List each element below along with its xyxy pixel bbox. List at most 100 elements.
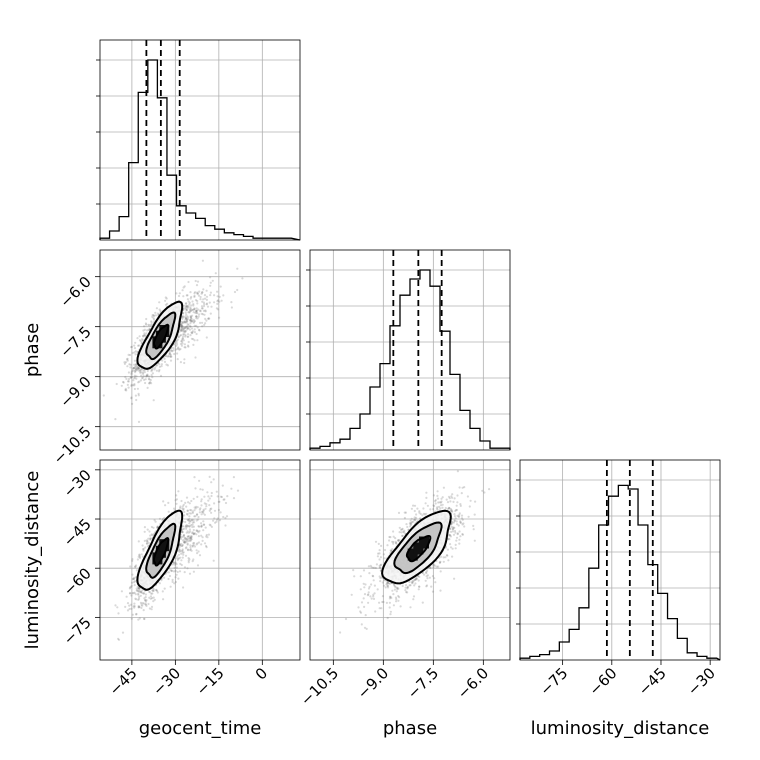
density-peak-cell (159, 539, 170, 552)
scatter-point (167, 571, 170, 574)
scatter-point (170, 569, 173, 573)
scatter-point (188, 525, 191, 528)
scatter-point (183, 320, 186, 323)
scatter-point (161, 359, 164, 362)
scatter-point (429, 566, 432, 570)
scatter-point (175, 494, 178, 497)
scatter-point (171, 563, 174, 566)
histogram-step (99, 59, 301, 241)
scatter-point (174, 562, 177, 565)
scatter-point (133, 344, 136, 347)
scatter-point (453, 526, 456, 530)
scatter-point (432, 494, 435, 497)
scatter-point (192, 519, 195, 522)
scatter-point (169, 569, 172, 572)
scatter-point (191, 532, 194, 535)
scatter-point (195, 543, 198, 546)
scatter-point (134, 341, 137, 344)
scatter-point (449, 546, 453, 549)
scatter-point (205, 505, 208, 508)
scatter-point (180, 550, 183, 553)
scatter-point (196, 292, 199, 295)
scatter-point (142, 334, 145, 337)
scatter-point (388, 582, 392, 585)
scatter-point (186, 326, 189, 329)
scatter-point (183, 326, 186, 329)
scatter-point (437, 565, 440, 568)
scatter-point (138, 617, 141, 620)
scatter-point (461, 533, 464, 536)
scatter-point (204, 309, 207, 312)
scatter-point (139, 369, 142, 372)
scatter-point (179, 549, 182, 553)
scatter-point (215, 307, 218, 310)
scatter-point (187, 324, 190, 327)
scatter-point (122, 381, 125, 384)
scatter-point (128, 604, 131, 607)
scatter-point (189, 334, 192, 337)
scatter-point (203, 294, 207, 297)
scatter-point (198, 525, 201, 528)
scatter-point (184, 540, 187, 543)
scatter-point (149, 378, 152, 382)
scatter-point (463, 525, 466, 528)
scatter-point (181, 528, 184, 531)
scatter-point (189, 548, 192, 552)
scatter-point (216, 495, 219, 498)
scatter-point (183, 320, 186, 323)
scatter-point (148, 530, 151, 533)
scatter-point (180, 536, 184, 539)
scatter-point (379, 566, 382, 569)
scatter-point (190, 509, 193, 512)
scatter-point (152, 588, 155, 591)
scatter-point (418, 585, 421, 588)
scatter-point (175, 292, 178, 295)
scatter-point (185, 302, 188, 305)
scatter-point (449, 500, 452, 503)
scatter-point (163, 587, 166, 590)
scatter-point (185, 526, 188, 529)
scatter-point (145, 317, 148, 321)
scatter-point (186, 323, 189, 326)
scatter-point (220, 495, 223, 499)
scatter-point (196, 299, 199, 303)
scatter-point (233, 290, 237, 294)
scatter-point (189, 309, 192, 313)
scatter-point (182, 321, 185, 324)
scatter-point (139, 368, 142, 372)
scatter-point (459, 521, 462, 525)
scatter-point (441, 503, 444, 506)
scatter-point (182, 533, 186, 537)
scatter-point (413, 516, 416, 519)
scatter-point (210, 305, 213, 308)
scatter-point (466, 495, 469, 498)
scatter-point (372, 579, 375, 582)
scatter-point (141, 376, 144, 379)
scatter-point (137, 367, 141, 370)
scatter-point (195, 311, 198, 314)
scatter-point (114, 604, 117, 607)
scatter-point (159, 374, 163, 377)
scatter-point (191, 319, 194, 322)
scatter-point (174, 348, 177, 351)
scatter-point (130, 383, 133, 386)
scatter-point (453, 577, 456, 580)
scatter-point (203, 495, 206, 498)
scatter-point (136, 585, 139, 588)
scatter-point (139, 379, 143, 382)
scatter-point (141, 377, 144, 380)
scatter-point (377, 542, 380, 546)
scatter-point (141, 339, 144, 342)
scatter-point (402, 530, 405, 533)
scatter-point (180, 329, 183, 332)
scatter-point (172, 349, 175, 352)
scatter-point (434, 500, 437, 503)
scatter-point (137, 392, 140, 395)
scatter-point (134, 576, 137, 579)
scatter-point (421, 601, 424, 604)
scatter-point (202, 298, 205, 301)
scatter-point (163, 357, 166, 360)
scatter-point (165, 297, 168, 300)
scatter-point (181, 548, 184, 551)
scatter-point (449, 527, 452, 531)
